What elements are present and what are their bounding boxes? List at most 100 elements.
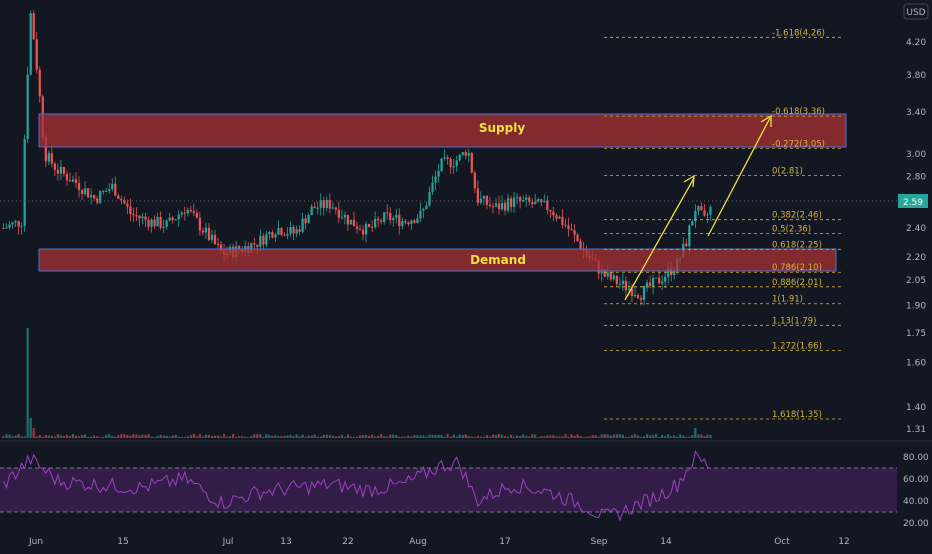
candle-body: [86, 188, 90, 198]
volume-bar: [398, 436, 401, 438]
candle-body: [325, 199, 328, 209]
candle-body: [198, 217, 202, 231]
volume-bar: [210, 435, 214, 438]
candle-body: [482, 195, 486, 199]
candle-body: [159, 216, 162, 228]
candle-body: [512, 197, 516, 207]
volume-bar: [428, 434, 431, 438]
arrow-up-1[interactable]: [624, 177, 695, 301]
candle-body: [654, 277, 658, 279]
volume-bar: [114, 436, 117, 438]
volume-bar: [238, 436, 241, 438]
candle-body: [62, 166, 66, 174]
candle-body: [546, 200, 549, 211]
volume-bar: [180, 436, 183, 438]
candle-body: [80, 190, 84, 195]
volume-bar: [20, 436, 23, 438]
candle-body: [280, 228, 283, 235]
time-axis[interactable]: Jun 15 Jul 13 22 Aug 17 Sep 14 Oct 12: [28, 537, 850, 547]
volume-bar: [440, 435, 443, 438]
candle-body: [615, 275, 618, 285]
projection-arrows[interactable]: [624, 114, 772, 301]
volume-bar: [71, 434, 75, 438]
candle-body: [540, 199, 543, 203]
time-tick-label: 14: [660, 537, 672, 547]
volume-bar: [186, 436, 189, 438]
fib-retracement[interactable]: -1.618(4.26) -0.618(3.36) -0.272(3.05) 0(2.…: [604, 28, 842, 420]
volume-bar: [491, 434, 495, 438]
volume-bar: [467, 435, 470, 438]
volume-bar: [522, 434, 525, 438]
volume-bar: [322, 434, 325, 438]
candle-body: [407, 222, 410, 225]
volume-bar: [232, 434, 235, 438]
arrow-up-2[interactable]: [707, 117, 771, 237]
volume-bar: [685, 436, 688, 438]
volume-bar: [135, 434, 138, 438]
candle-body: [189, 210, 192, 212]
volume-bar: [367, 436, 371, 438]
currency-badge[interactable]: USD: [903, 3, 929, 20]
volume-bar: [404, 436, 407, 438]
candle-body: [138, 215, 141, 219]
volume-bar: [44, 435, 47, 438]
candle-body: [96, 198, 99, 203]
supply-zone[interactable]: [38, 113, 847, 148]
candle-body: [111, 183, 114, 190]
volume-bar: [225, 436, 229, 438]
volume-bar: [328, 435, 331, 438]
candle-body: [165, 220, 168, 227]
candle-body: [349, 219, 353, 225]
candle-body: [688, 225, 691, 247]
candle-body: [301, 218, 304, 232]
candle-body: [642, 285, 646, 300]
candle-body: [216, 243, 220, 245]
volume-bar: [144, 434, 147, 438]
candle-body: [703, 210, 706, 216]
fib-level-label: 0.618(2.25): [772, 240, 822, 250]
volume-bar: [627, 436, 631, 438]
candle-body: [667, 267, 670, 277]
candle-body: [531, 201, 534, 205]
volume-bar: [612, 434, 615, 438]
fib-level-label: 1(1.91): [772, 295, 803, 305]
demand-zone[interactable]: [38, 248, 837, 272]
candle-body: [135, 215, 138, 217]
arrow-head-1: [683, 174, 695, 188]
volume-bar: [485, 435, 489, 438]
volume-bar: [392, 434, 395, 438]
volume-bar: [5, 434, 8, 438]
candle-body: [534, 201, 537, 205]
volume-bar: [600, 434, 603, 438]
candle-body: [268, 232, 271, 235]
volume-bar: [555, 436, 558, 438]
volume-bar: [422, 435, 425, 438]
candle-body: [443, 157, 446, 159]
candle-body: [664, 276, 667, 282]
candle-body: [434, 176, 437, 183]
candle-body: [555, 215, 558, 219]
candle-body: [20, 226, 23, 228]
volume-bars: [2, 328, 712, 438]
candles: [2, 10, 712, 306]
volume-bar: [413, 435, 416, 438]
candle-body: [132, 214, 135, 216]
volume-bar: [11, 436, 14, 438]
candle-body: [74, 179, 78, 184]
rsi-axis[interactable]: 80.00 60.00 40.00 20.00: [903, 453, 929, 529]
candle-body: [374, 218, 377, 228]
candle-body: [307, 215, 310, 224]
volume-bar: [168, 436, 171, 438]
volume-bar: [682, 435, 685, 438]
volume-bar: [594, 435, 597, 438]
candle-body: [618, 284, 621, 286]
volume-bar: [174, 434, 177, 438]
price-axis[interactable]: 4.203.803.403.002.802.602.402.202.051.90…: [906, 38, 926, 435]
volume-bar: [325, 434, 328, 438]
candle-body: [65, 173, 69, 181]
volume-bar: [201, 436, 205, 438]
candle-body: [183, 212, 186, 214]
fib-level-label: -1.618(4.26): [772, 28, 825, 38]
